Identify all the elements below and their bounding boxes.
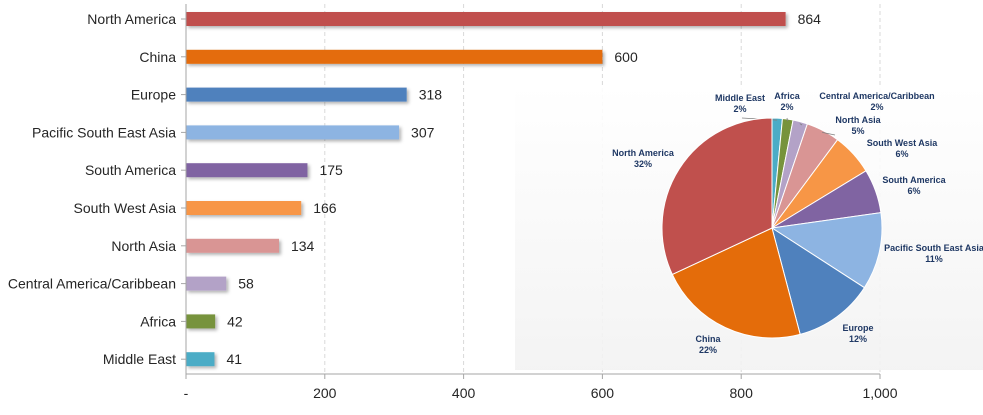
pie-slice-name-label: South West Asia xyxy=(867,138,939,148)
leader-line xyxy=(822,132,836,136)
category-label: Middle East xyxy=(103,351,176,367)
pie-slice-name-label: South America xyxy=(882,175,946,185)
data-label: 58 xyxy=(238,276,254,292)
pie-slice-name-label: China xyxy=(695,334,721,344)
pie-slice-percent-label: 12% xyxy=(849,334,867,344)
bar xyxy=(186,314,216,329)
pie-slice-name-label: North America xyxy=(612,148,675,158)
pie-slice-percent-label: 2% xyxy=(780,102,793,112)
pie-slice xyxy=(671,227,801,339)
pie-slice-percent-label: 6% xyxy=(895,149,908,159)
pie-slice-percent-label: 2% xyxy=(870,102,883,112)
bar xyxy=(186,163,308,178)
category-label: Central America/Caribbean xyxy=(8,276,176,292)
x-tick-label: 200 xyxy=(313,385,337,401)
bar xyxy=(186,49,603,64)
pie-slice xyxy=(770,212,883,289)
x-tick-label: 1,000 xyxy=(862,385,897,401)
pie-slice-percent-label: 32% xyxy=(634,159,652,169)
data-label: 318 xyxy=(419,87,443,103)
bar xyxy=(186,12,786,26)
leader-line xyxy=(786,117,788,122)
category-label: North Asia xyxy=(111,238,176,254)
data-label: 41 xyxy=(226,351,242,367)
pie-slice-percent-label: 22% xyxy=(699,345,717,355)
pie-slice-name-label: Pacific South East Asia xyxy=(884,243,983,253)
pie-slice-name-label: Central America/Caribbean xyxy=(819,91,934,101)
data-label: 864 xyxy=(798,11,822,27)
leader-line xyxy=(799,123,803,126)
bar xyxy=(186,238,279,253)
data-label: 134 xyxy=(291,238,315,254)
x-axis: - 200 400 600 800 1,000 North America China Euro… xyxy=(8,4,898,401)
pie-slice-percent-label: 5% xyxy=(851,126,864,136)
data-label: 600 xyxy=(614,49,638,65)
bar-series: 864 600 318 307 175 166 134 58 42 41 xyxy=(186,11,821,367)
data-label: 42 xyxy=(227,313,243,329)
bar xyxy=(186,87,407,102)
bar xyxy=(186,352,215,367)
x-tick-label: 400 xyxy=(452,385,476,401)
pie-slice-name-label: Europe xyxy=(842,323,873,333)
x-tick-label: 800 xyxy=(730,385,754,401)
category-label: China xyxy=(139,49,176,65)
x-tick-label: - xyxy=(184,385,189,401)
pie-slice-name-label: Middle East xyxy=(715,93,765,103)
pie-slice-percent-label: 11% xyxy=(925,254,943,264)
pie-slice xyxy=(661,117,773,276)
bar xyxy=(186,125,400,140)
category-label: North America xyxy=(87,11,176,27)
pie-slice-name-label: North Asia xyxy=(835,115,881,125)
category-label: Pacific South East Asia xyxy=(32,124,176,140)
pie-slice xyxy=(771,226,866,335)
pie-slice-percent-label: 6% xyxy=(907,186,920,196)
category-label: South America xyxy=(85,162,176,178)
pie-slice-percent-label: 2% xyxy=(733,104,746,114)
data-label: 307 xyxy=(411,124,435,140)
x-tick-label: 600 xyxy=(591,385,615,401)
category-label: South West Asia xyxy=(74,200,177,216)
bar xyxy=(186,276,227,291)
data-label: 175 xyxy=(319,162,343,178)
data-label: 166 xyxy=(313,200,337,216)
category-label: Africa xyxy=(140,313,176,329)
category-label: Europe xyxy=(131,87,176,103)
bar xyxy=(186,201,302,215)
pie-slice-name-label: Africa xyxy=(774,91,801,101)
